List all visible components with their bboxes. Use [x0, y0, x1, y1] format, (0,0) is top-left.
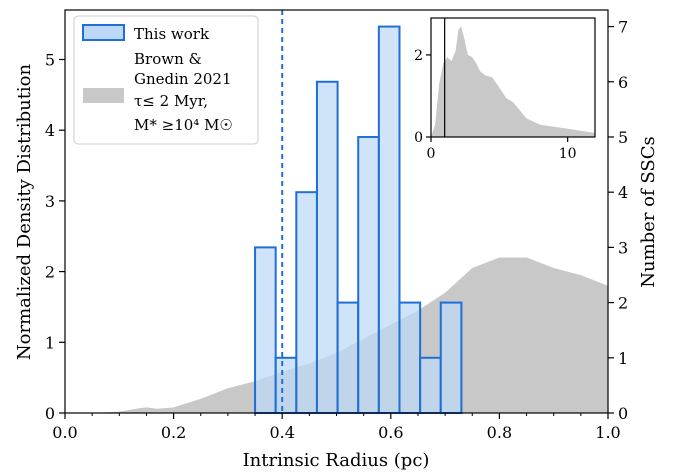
y2-tick-label-1: 1 [618, 349, 628, 368]
y2-tick-label-3: 3 [618, 238, 628, 257]
y2-tick-label-7: 7 [618, 18, 628, 37]
y2-tick-label-0: 0 [618, 404, 628, 423]
histogram-bar-9 [419, 356, 442, 415]
y-tick-label-3: 3 [45, 192, 55, 211]
inset-y-ticks: 02 [414, 48, 431, 146]
x-tick-label-5: 1.0 [595, 423, 620, 442]
inset-x-tick-label-1: 10 [559, 146, 577, 162]
x-axis-ticks: 0.0 0.2 0.4 0.6 0.8 1.0 [52, 413, 621, 442]
inset: 0 10 02 [414, 17, 596, 162]
y-tick-label-1: 1 [45, 333, 55, 352]
y2-tick-label-4: 4 [618, 183, 628, 202]
histogram-bar-6 [357, 135, 380, 414]
legend-kde-swatch [83, 88, 124, 103]
inset-kde-layer [431, 18, 595, 138]
legend-kde-label-line-1: Brown & [134, 50, 202, 68]
histogram-bar-10 [439, 301, 463, 415]
histogram-bar-7 [377, 25, 401, 414]
y2-tick-label-5: 5 [618, 128, 628, 147]
legend-box [73, 15, 259, 145]
legend-histogram-label: This work [134, 25, 210, 43]
x-tick-label-4: 0.8 [487, 423, 512, 442]
legend-kde-label-line-4: M* ≥10⁴ M☉ [134, 116, 233, 134]
y-axis-ticks: 0 1 2 3 4 5 [45, 50, 65, 423]
y-axis-label: Normalized Density Distribution [14, 63, 35, 360]
histogram-bar-4 [315, 80, 339, 414]
inset-frame [430, 17, 596, 138]
histogram-bar-1 [254, 246, 277, 414]
y-tick-label-0: 0 [45, 404, 55, 423]
x-axis-label: Intrinsic Radius (pc) [243, 450, 430, 471]
legend-kde-label-line-2: Gnedin 2021 [134, 70, 232, 88]
y2-axis-ticks: 0 1 2 3 4 5 6 7 [608, 18, 628, 423]
y-tick-label-4: 4 [45, 121, 55, 140]
histogram-bar-5 [336, 301, 360, 415]
x-tick-label-1: 0.2 [161, 423, 186, 442]
inset-y-tick-label-0: 0 [414, 130, 423, 146]
legend: This work Brown & Gnedin 2021 τ≤ 2 Myr, … [73, 15, 259, 145]
inset-x-tick-label-0: 0 [427, 146, 436, 162]
x-tick-label-0: 0.0 [52, 423, 77, 442]
inset-y-tick-label-1: 2 [414, 48, 423, 64]
legend-kde-label-line-3: τ≤ 2 Myr, [134, 92, 208, 110]
histogram-bar-2 [274, 356, 298, 415]
x-tick-label-3: 0.6 [378, 423, 403, 442]
y-tick-label-2: 2 [45, 263, 55, 282]
legend-histogram-swatch [82, 24, 125, 41]
y2-tick-label-2: 2 [618, 294, 628, 313]
kde-area [65, 257, 608, 413]
inset-x-ticks: 0 10 [427, 137, 577, 162]
kde-layer [65, 257, 608, 413]
x-tick-label-2: 0.4 [269, 423, 294, 442]
histogram-bar-3 [295, 191, 318, 414]
histogram-bar-8 [398, 301, 422, 415]
y2-axis-label: Number of SSCs [638, 136, 659, 288]
inset-kde-area [431, 26, 595, 138]
y-tick-label-5: 5 [45, 50, 55, 69]
y2-tick-label-6: 6 [618, 73, 628, 92]
